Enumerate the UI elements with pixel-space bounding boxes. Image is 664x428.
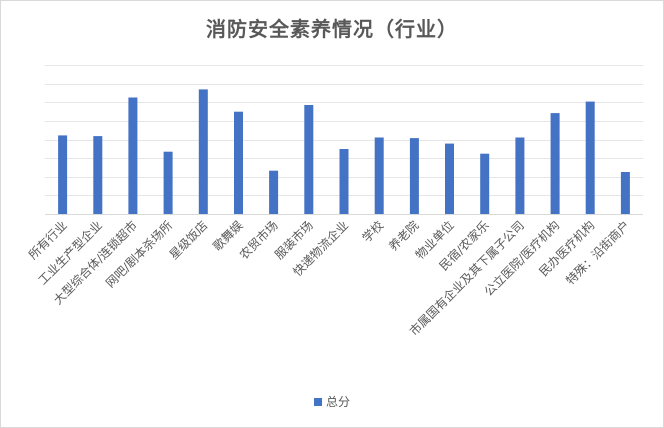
bars	[58, 89, 630, 214]
x-tick-label: 星级饭店	[167, 218, 211, 262]
bar	[234, 111, 243, 214]
bar	[269, 170, 279, 214]
bar	[550, 113, 560, 214]
bar	[445, 143, 454, 214]
bar	[163, 151, 173, 214]
bar	[620, 172, 630, 214]
x-tick-label: 工业生产型企业	[35, 218, 105, 288]
bar	[409, 138, 419, 214]
legend-swatch	[313, 397, 322, 406]
bar	[93, 136, 103, 214]
bar	[304, 105, 314, 214]
bar	[339, 149, 349, 214]
legend-label: 总分	[325, 395, 350, 409]
chart-title: 消防安全素养情况（行业）	[206, 17, 458, 41]
bar	[128, 97, 138, 214]
legend: 总分	[1, 393, 663, 410]
x-tick-label: 特殊：沿街商户	[563, 218, 633, 288]
bar	[480, 153, 490, 214]
bar	[198, 89, 208, 214]
bar	[58, 135, 68, 214]
bar	[585, 101, 595, 214]
bar	[374, 137, 384, 214]
bar	[515, 137, 525, 214]
x-tick-label: 学校	[359, 218, 387, 246]
